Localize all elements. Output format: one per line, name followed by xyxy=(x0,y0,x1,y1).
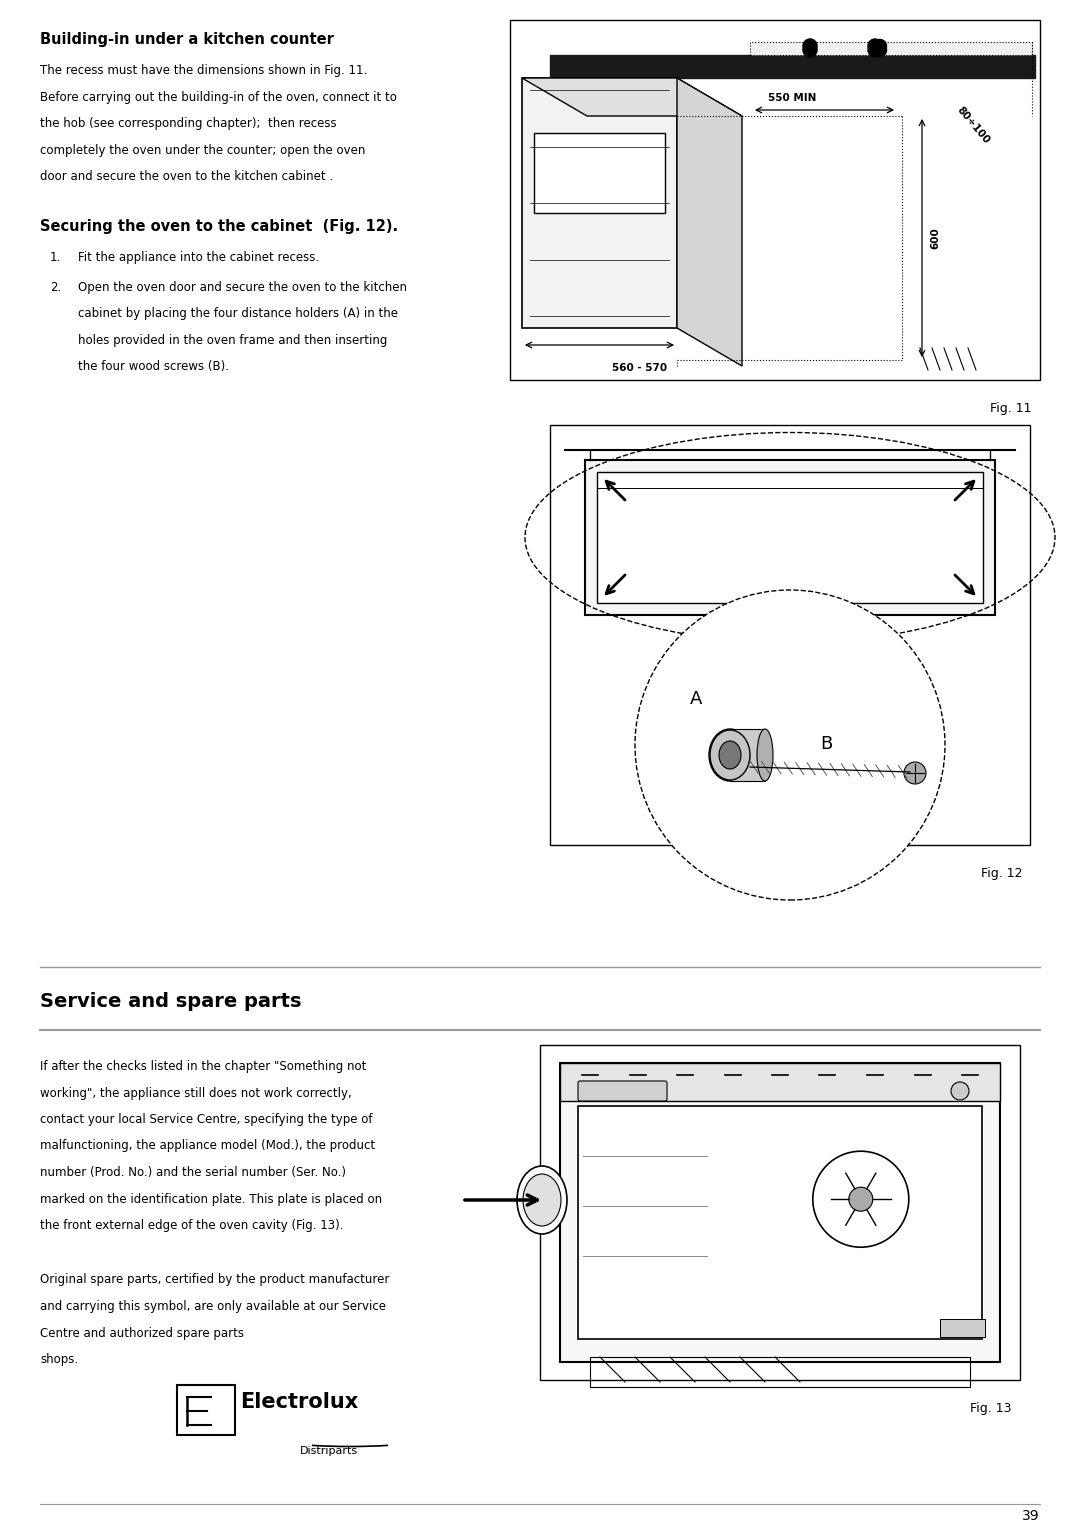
FancyBboxPatch shape xyxy=(578,1106,982,1339)
Text: Securing the oven to the cabinet  (Fig. 12).: Securing the oven to the cabinet (Fig. 1… xyxy=(40,219,399,233)
Text: the four wood screws (B).: the four wood screws (B). xyxy=(78,360,229,372)
Circle shape xyxy=(804,43,816,57)
Circle shape xyxy=(635,590,945,899)
Text: 560 - 570: 560 - 570 xyxy=(612,363,667,372)
Circle shape xyxy=(804,40,816,52)
Ellipse shape xyxy=(757,729,773,781)
Text: the front external edge of the oven cavity (Fig. 13).: the front external edge of the oven cavi… xyxy=(40,1219,343,1232)
Text: Fig. 11: Fig. 11 xyxy=(990,401,1032,415)
Text: Centre and authorized spare parts: Centre and authorized spare parts xyxy=(40,1327,244,1339)
Ellipse shape xyxy=(904,761,926,784)
Circle shape xyxy=(868,43,882,57)
Text: the hob (see corresponding chapter);  then recess: the hob (see corresponding chapter); the… xyxy=(40,116,337,130)
Text: 80÷100: 80÷100 xyxy=(955,104,991,146)
Circle shape xyxy=(849,1187,873,1212)
Text: malfunctioning, the appliance model (Mod.), the product: malfunctioning, the appliance model (Mod… xyxy=(40,1140,375,1152)
FancyBboxPatch shape xyxy=(510,20,1040,380)
Text: Fig. 12: Fig. 12 xyxy=(981,867,1022,879)
Text: If after the checks listed in the chapter "Something not: If after the checks listed in the chapte… xyxy=(40,1060,366,1072)
Text: and carrying this symbol, are only available at our Service: and carrying this symbol, are only avail… xyxy=(40,1301,386,1313)
Text: shops.: shops. xyxy=(40,1353,78,1367)
Circle shape xyxy=(868,38,882,54)
FancyBboxPatch shape xyxy=(578,1082,667,1102)
Text: 550 MIN: 550 MIN xyxy=(768,93,816,103)
Text: cabinet by placing the four distance holders (A) in the: cabinet by placing the four distance hol… xyxy=(78,306,399,320)
Text: door and secure the oven to the kitchen cabinet .: door and secure the oven to the kitchen … xyxy=(40,170,333,182)
FancyBboxPatch shape xyxy=(177,1385,235,1434)
Text: B: B xyxy=(820,735,833,754)
Ellipse shape xyxy=(719,741,741,769)
Circle shape xyxy=(951,1082,969,1100)
Text: The recess must have the dimensions shown in Fig. 11.: The recess must have the dimensions show… xyxy=(40,64,367,77)
Ellipse shape xyxy=(710,731,750,780)
Ellipse shape xyxy=(708,729,751,781)
Text: working", the appliance still does not work correctly,: working", the appliance still does not w… xyxy=(40,1086,352,1100)
FancyBboxPatch shape xyxy=(522,78,677,328)
Text: Electrolux: Electrolux xyxy=(240,1391,359,1411)
Text: A: A xyxy=(690,689,702,708)
Circle shape xyxy=(804,38,816,54)
Text: Distriparts: Distriparts xyxy=(300,1446,359,1455)
FancyBboxPatch shape xyxy=(597,472,983,604)
Text: Service and spare parts: Service and spare parts xyxy=(40,993,301,1011)
FancyBboxPatch shape xyxy=(540,1045,1020,1380)
Text: Fig. 13: Fig. 13 xyxy=(971,1402,1012,1416)
Text: number (Prod. No.) and the serial number (Ser. No.): number (Prod. No.) and the serial number… xyxy=(40,1166,346,1180)
Text: holes provided in the oven frame and then inserting: holes provided in the oven frame and the… xyxy=(78,334,388,346)
Polygon shape xyxy=(677,78,742,366)
Text: completely the oven under the counter; open the oven: completely the oven under the counter; o… xyxy=(40,144,365,156)
Text: Before carrying out the building-in of the oven, connect it to: Before carrying out the building-in of t… xyxy=(40,90,396,104)
Ellipse shape xyxy=(517,1166,567,1233)
FancyBboxPatch shape xyxy=(940,1319,985,1337)
FancyBboxPatch shape xyxy=(585,460,995,614)
Circle shape xyxy=(804,43,816,57)
FancyBboxPatch shape xyxy=(750,41,1032,55)
FancyBboxPatch shape xyxy=(561,1063,1000,1102)
Text: marked on the identification plate. This plate is placed on: marked on the identification plate. This… xyxy=(40,1192,382,1206)
FancyBboxPatch shape xyxy=(550,424,1030,846)
Polygon shape xyxy=(522,78,742,116)
Circle shape xyxy=(874,43,887,57)
Polygon shape xyxy=(550,55,1035,78)
FancyBboxPatch shape xyxy=(730,729,765,781)
FancyBboxPatch shape xyxy=(534,133,665,213)
Circle shape xyxy=(874,40,887,52)
Ellipse shape xyxy=(523,1174,561,1226)
Text: Building-in under a kitchen counter: Building-in under a kitchen counter xyxy=(40,32,334,47)
Text: contact your local Service Centre, specifying the type of: contact your local Service Centre, speci… xyxy=(40,1114,373,1126)
Text: Open the oven door and secure the oven to the kitchen: Open the oven door and secure the oven t… xyxy=(78,280,407,294)
Text: 1.: 1. xyxy=(50,251,62,264)
Text: 600: 600 xyxy=(930,227,940,248)
Text: 39: 39 xyxy=(1023,1509,1040,1523)
FancyBboxPatch shape xyxy=(561,1063,1000,1362)
Text: Original spare parts, certified by the product manufacturer: Original spare parts, certified by the p… xyxy=(40,1273,390,1287)
Ellipse shape xyxy=(719,741,741,769)
Text: 2.: 2. xyxy=(50,280,62,294)
Text: Fit the appliance into the cabinet recess.: Fit the appliance into the cabinet reces… xyxy=(78,251,319,264)
